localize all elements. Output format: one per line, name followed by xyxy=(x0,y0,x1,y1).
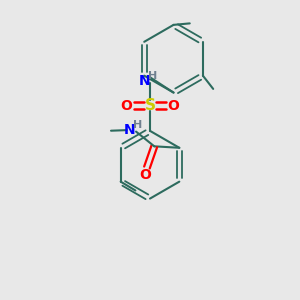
Text: O: O xyxy=(121,99,132,113)
Text: N: N xyxy=(124,123,135,137)
Text: N: N xyxy=(139,74,151,88)
Text: S: S xyxy=(145,98,155,113)
Text: O: O xyxy=(140,168,152,182)
Text: H: H xyxy=(133,120,142,130)
Text: H: H xyxy=(148,70,158,80)
Text: O: O xyxy=(168,99,179,113)
